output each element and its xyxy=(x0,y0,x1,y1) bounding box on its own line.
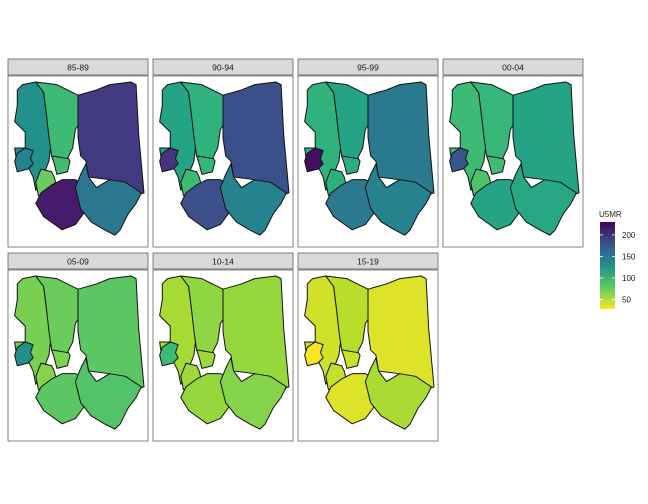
facet-strip xyxy=(442,58,584,76)
region-1 xyxy=(14,341,34,367)
facet-strip xyxy=(297,58,439,76)
kenya-map xyxy=(304,81,435,236)
facet-strip-label: 95-99 xyxy=(357,63,379,73)
colorbar-tick-label: 100 xyxy=(622,274,636,283)
facet-panel-4: 05-09 xyxy=(7,252,149,442)
region-1 xyxy=(159,147,179,173)
region-4 xyxy=(325,81,372,160)
facet-panel-2: 95-99 xyxy=(297,58,439,248)
region-1 xyxy=(304,341,324,367)
region-1 xyxy=(159,341,179,367)
facet-panel-0: 85-89 xyxy=(7,58,149,248)
facet-strip-label: 15-19 xyxy=(357,257,379,267)
facet-strip xyxy=(152,58,294,76)
facet-strip-label: 05-09 xyxy=(67,257,89,267)
colorbar xyxy=(600,222,615,309)
kenya-map xyxy=(14,81,145,236)
facet-strip xyxy=(297,252,439,270)
colorbar-tick-label: 200 xyxy=(622,231,636,240)
colorbar-tick-label: 50 xyxy=(622,296,631,305)
region-1 xyxy=(449,147,469,173)
colorbar-ticks: 50 100 150 200 xyxy=(600,231,636,305)
region-7 xyxy=(509,163,577,236)
kenya-map xyxy=(159,81,290,236)
region-4 xyxy=(325,275,372,354)
facet-panel-6: 15-19 xyxy=(297,252,439,442)
region-7 xyxy=(74,163,142,236)
region-7 xyxy=(219,357,287,430)
kenya-map xyxy=(159,275,290,430)
legend-title: U5MR xyxy=(599,210,622,219)
facet-strip-label: 85-89 xyxy=(67,63,89,73)
region-4 xyxy=(180,275,227,354)
facet-panel-3: 00-04 xyxy=(442,58,584,248)
kenya-map xyxy=(449,81,580,236)
region-7 xyxy=(364,357,432,430)
facet-strip-label: 00-04 xyxy=(502,63,524,73)
region-4 xyxy=(35,275,82,354)
facet-strip-label: 90-94 xyxy=(212,63,234,73)
region-4 xyxy=(35,81,82,160)
facet-strip xyxy=(7,58,149,76)
region-4 xyxy=(470,81,517,160)
region-1 xyxy=(14,147,34,173)
kenya-map xyxy=(14,275,145,430)
region-7 xyxy=(74,357,142,430)
facet-strip xyxy=(7,252,149,270)
kenya-map xyxy=(304,275,435,430)
region-4 xyxy=(180,81,227,160)
region-7 xyxy=(364,163,432,236)
facet-strip xyxy=(152,252,294,270)
facet-panel-1: 90-94 xyxy=(152,58,294,248)
region-1 xyxy=(304,147,324,173)
color-legend: U5MR 50 100 150 200 xyxy=(599,210,636,309)
facet-panel-5: 10-14 xyxy=(152,252,294,442)
facet-strip-label: 10-14 xyxy=(212,257,234,267)
facet-panels: 85-89 90-94 95-99 00-04 05-09 10-14 15-19 xyxy=(7,58,584,442)
region-7 xyxy=(219,163,287,236)
colorbar-tick-label: 150 xyxy=(622,252,636,261)
